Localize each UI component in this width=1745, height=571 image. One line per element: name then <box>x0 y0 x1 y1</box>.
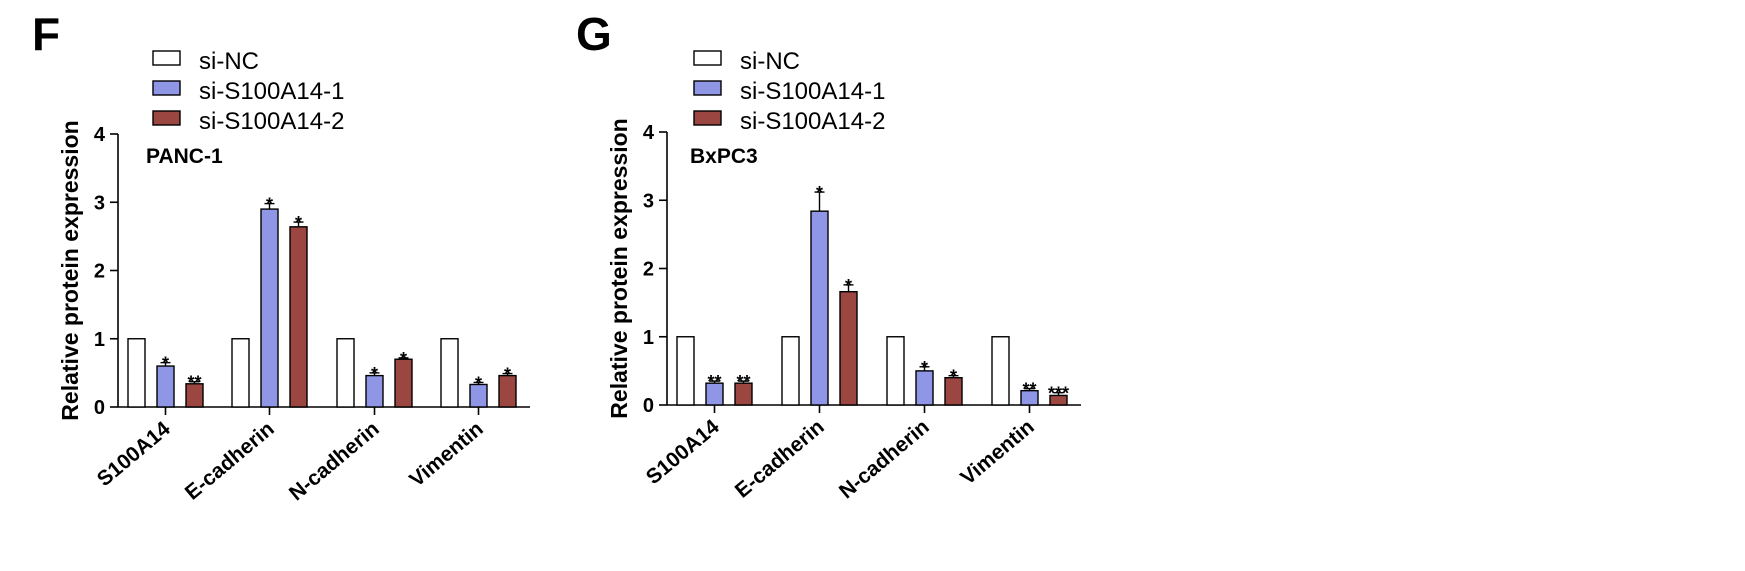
legend-label: si-S100A14-1 <box>199 78 344 105</box>
y-tick-label: 1 <box>643 327 654 349</box>
y-tick-label: 0 <box>643 395 654 417</box>
y-tick-label: 3 <box>94 192 105 214</box>
bar <box>336 338 355 408</box>
bar <box>289 226 308 408</box>
legend-swatch <box>693 110 722 126</box>
legend-label: si-S100A14-2 <box>740 108 885 135</box>
bar <box>676 336 695 406</box>
panel-letter: F <box>32 8 60 60</box>
significance-label: ** <box>1022 380 1036 400</box>
legend-swatch <box>152 110 181 126</box>
chart-title: BxPC3 <box>690 145 758 168</box>
significance-label: * <box>475 373 482 393</box>
x-tick-label: Vimentin <box>956 415 1038 489</box>
legend-swatch <box>693 50 722 66</box>
y-tick-label: 3 <box>643 190 654 212</box>
significance-label: * <box>295 213 302 233</box>
y-axis-title: Relative protein expression <box>57 120 83 420</box>
significance-label: * <box>400 349 407 369</box>
bar <box>839 291 858 406</box>
legend-swatch <box>152 50 181 66</box>
y-axis-title: Relative protein expression <box>606 118 632 418</box>
significance-label: *** <box>1048 384 1069 404</box>
legend-label: si-S100A14-2 <box>199 108 344 135</box>
bar <box>810 210 829 406</box>
y-tick-label: 0 <box>94 397 105 419</box>
significance-label: * <box>371 364 378 384</box>
y-tick-label: 2 <box>643 259 654 281</box>
significance-label: * <box>845 276 852 296</box>
x-tick-label: N-cadherin <box>835 415 934 503</box>
x-tick-label: E-cadherin <box>731 415 829 502</box>
y-tick-label: 1 <box>94 329 105 351</box>
chart-title: PANC-1 <box>146 145 223 168</box>
legend-swatch <box>152 80 181 96</box>
x-tick-label: S100A14 <box>642 415 724 489</box>
legend-label: si-NC <box>199 48 259 75</box>
significance-label: * <box>266 195 273 215</box>
significance-label: ** <box>736 372 750 392</box>
x-tick-label: S100A14 <box>93 417 175 491</box>
legend-swatch <box>693 80 722 96</box>
significance-label: * <box>816 183 823 203</box>
bar <box>260 208 279 408</box>
panel-letter: G <box>576 8 612 60</box>
x-tick-label: N-cadherin <box>285 417 384 505</box>
y-tick-label: 4 <box>643 122 655 144</box>
x-tick-label: E-cadherin <box>181 417 279 504</box>
bar <box>781 336 800 406</box>
bar <box>231 338 250 408</box>
significance-label: * <box>504 365 511 385</box>
significance-label: ** <box>187 373 201 393</box>
y-tick-label: 2 <box>94 261 105 283</box>
x-tick-label: Vimentin <box>405 417 487 491</box>
significance-label: * <box>921 358 928 378</box>
legend-label: si-S100A14-1 <box>740 78 885 105</box>
significance-label: * <box>950 367 957 387</box>
bar <box>991 336 1010 406</box>
bar <box>440 338 459 408</box>
bar <box>127 338 146 408</box>
y-tick-label: 4 <box>94 124 106 146</box>
significance-label: * <box>162 354 169 374</box>
legend-label: si-NC <box>740 48 800 75</box>
bar <box>886 336 905 406</box>
significance-label: ** <box>707 372 721 392</box>
